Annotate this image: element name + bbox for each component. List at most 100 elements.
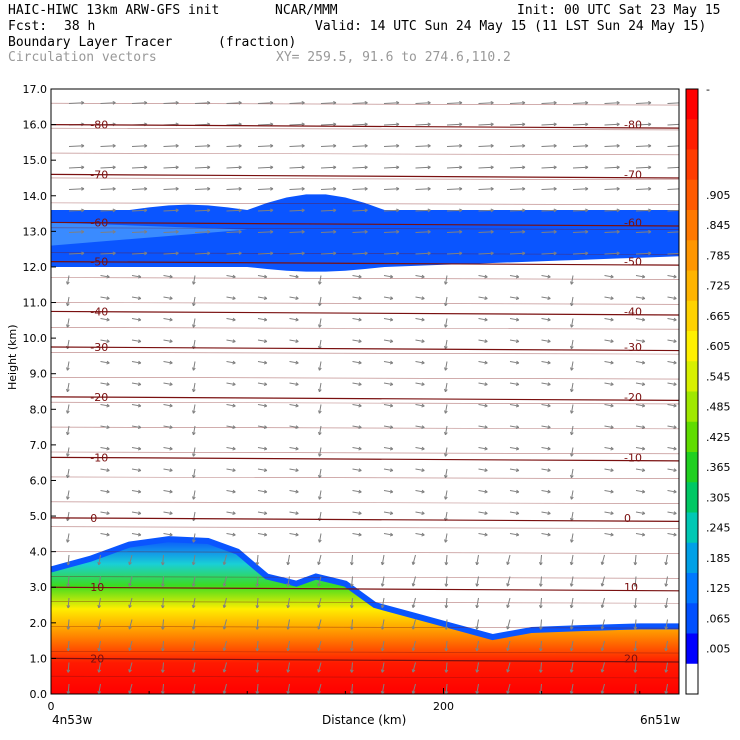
vector-arrowhead: [97, 669, 102, 673]
vector-arrowhead: [112, 186, 116, 191]
circulation-vector: [66, 468, 70, 478]
circulation-vector: [131, 209, 148, 212]
circulation-vector: [256, 683, 259, 694]
circulation-vector: [192, 490, 196, 500]
vector-arrowhead: [318, 453, 322, 457]
vector-arrowhead: [641, 425, 646, 429]
vector-arrowhead: [648, 100, 652, 105]
vector-arrowhead: [610, 532, 614, 537]
circulation-vector: [352, 447, 362, 450]
circulation-vector: [415, 296, 425, 300]
vector-arrowhead: [317, 604, 321, 609]
forecast-hours: 38 h: [64, 19, 96, 34]
circulation-vector: [506, 619, 511, 630]
circulation-vector: [317, 597, 322, 608]
circulation-vector: [444, 468, 448, 478]
vector-arrowhead: [411, 561, 416, 566]
vector-arrowhead: [333, 165, 337, 170]
vector-arrowhead: [263, 489, 268, 494]
vector-arrowhead: [270, 100, 274, 105]
vector-arrowhead: [144, 251, 148, 256]
vector-arrowhead: [238, 229, 242, 234]
vector-arrowhead: [610, 403, 614, 408]
colorbar-frame: [685, 88, 699, 695]
vector-arrowhead: [475, 647, 480, 652]
circulation-vector: [572, 166, 589, 169]
circulation-vector: [163, 252, 179, 255]
colorbar-label: .185: [706, 552, 731, 565]
vector-arrowhead: [616, 100, 620, 105]
vector-arrowhead: [444, 388, 448, 393]
vector-arrowhead: [238, 208, 242, 213]
circulation-vector: [98, 683, 101, 694]
circulation-vector: [131, 533, 141, 536]
circulation-vector: [415, 209, 431, 212]
vector-arrowhead: [169, 274, 173, 279]
vector-arrowhead: [475, 583, 480, 587]
circulation-vector: [287, 683, 290, 694]
colorbar-swatch: [686, 633, 698, 665]
circulation-vector: [287, 597, 290, 608]
vector-arrowhead: [263, 296, 268, 300]
circulation-vector: [352, 425, 362, 429]
colorbar-swatch: [686, 421, 698, 453]
vector-arrowhead: [232, 296, 236, 300]
circulation-vector: [570, 619, 574, 630]
circulation-vector: [570, 382, 574, 392]
vector-arrowhead: [641, 511, 646, 515]
circulation-vector: [667, 511, 677, 515]
circulation-vector: [352, 339, 362, 343]
colorbar-swatch: [686, 391, 698, 423]
vector-arrowhead: [553, 208, 557, 213]
colorbar-swatch: [686, 512, 698, 544]
circulation-vector: [100, 166, 116, 169]
circulation-vector: [317, 640, 322, 651]
vector-arrowhead: [547, 489, 551, 494]
vector-arrowhead: [484, 532, 488, 537]
circulation-vector: [67, 683, 70, 694]
contour-label: 10: [90, 581, 104, 594]
circulation-vector: [383, 361, 393, 364]
circulation-vector: [445, 662, 448, 673]
contour-label: 20: [624, 652, 638, 665]
circulation-vector: [635, 382, 645, 386]
circulation-vector: [635, 231, 652, 233]
circulation-vector: [572, 102, 589, 104]
vector-arrowhead: [570, 453, 574, 457]
circulation-vector: [570, 490, 574, 500]
circulation-vector: [444, 425, 448, 435]
circulation-vector: [570, 468, 574, 478]
circulation-vector: [541, 490, 551, 493]
vector-arrowhead: [673, 511, 677, 515]
vector-arrowhead: [238, 186, 242, 191]
vector-arrowhead: [66, 410, 70, 414]
vector-arrowhead: [570, 431, 574, 436]
vector-arrowhead: [222, 583, 227, 587]
circulation-vector: [287, 640, 290, 651]
circulation-vector: [318, 490, 322, 500]
vector-arrowhead: [389, 403, 394, 408]
vector-arrowhead: [106, 296, 110, 300]
colorbar-label: .065: [706, 612, 731, 625]
circulation-vector: [478, 231, 494, 233]
vector-arrowhead: [484, 403, 488, 408]
vector-arrowhead: [192, 453, 196, 457]
vector-arrowhead: [318, 367, 322, 371]
vector-arrowhead: [128, 690, 132, 694]
circulation-vector: [541, 296, 551, 300]
circulation-vector: [68, 145, 85, 147]
circulation-vector: [383, 123, 400, 126]
circulation-vector: [131, 468, 141, 472]
y-tick-label: 3.0: [30, 581, 48, 594]
contour-label: -80: [624, 119, 642, 132]
vector-arrowhead: [137, 296, 142, 300]
vector-arrowhead: [192, 388, 196, 393]
vector-arrowhead: [232, 382, 236, 386]
isentrope-line: [51, 177, 679, 181]
circulation-vector: [445, 597, 448, 609]
circulation-vector: [604, 533, 614, 536]
y-tick-label: 4.0: [30, 546, 48, 559]
circulation-vector: [100, 339, 110, 343]
vector-arrowhead: [411, 604, 416, 609]
